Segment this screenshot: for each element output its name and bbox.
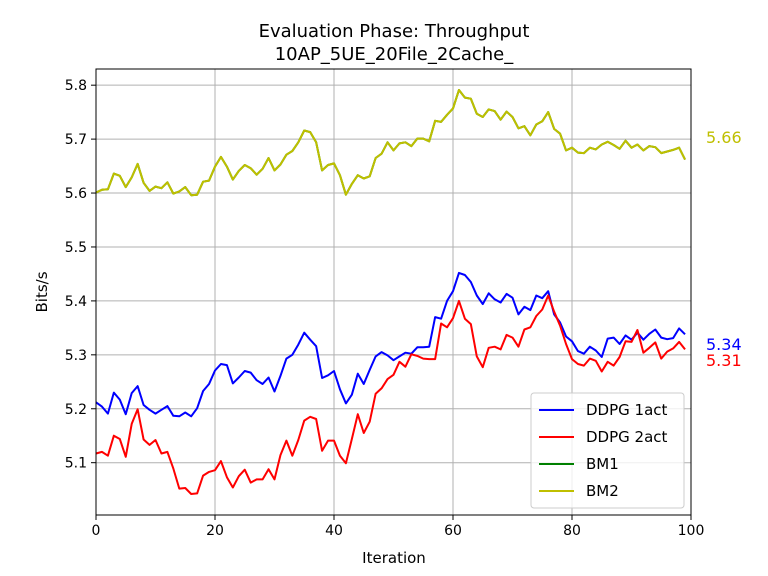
y-tick-label: 5.2 — [65, 402, 87, 418]
y-tick-label: 5.1 — [65, 456, 87, 472]
series-line-ddpg-1act — [95, 271, 686, 418]
y-tick-label: 5.4 — [65, 294, 87, 310]
axis-ticks: 0 20 40 60 80 100 5.1 5.2 5.3 5.4 5.5 5.6 5.7 5.8 — [65, 78, 705, 539]
series-line-bm2 — [95, 89, 686, 197]
series-line-bm1 — [95, 89, 686, 197]
y-tick-label: 5.6 — [65, 186, 87, 202]
legend-label: DDPG 2act — [586, 428, 668, 446]
chart-title-line-2: 10AP_5UE_20File_2Cache_ — [275, 44, 515, 65]
legend-label: BM1 — [586, 455, 619, 473]
end-label-bm2: 5.66 — [706, 128, 742, 147]
y-axis-label: Bits/s — [33, 271, 51, 312]
legend: DDPG 1act DDPG 2act BM1 BM2 — [530, 392, 685, 509]
y-tick-label: 5.8 — [65, 78, 87, 94]
chart-title-line-1: Evaluation Phase: Throughput — [259, 21, 530, 42]
x-tick-label: 60 — [444, 523, 462, 539]
y-tick-label: 5.7 — [65, 132, 87, 148]
end-value-labels: 5.345.31 5.66 — [706, 128, 742, 370]
x-tick-label: 0 — [92, 523, 101, 539]
legend-box — [530, 392, 685, 509]
plot-area-frame — [95, 68, 692, 516]
series-line-ddpg-2act — [95, 294, 686, 495]
y-tick-label: 5.5 — [65, 240, 87, 256]
end-label-ddpg-2act: 5.31 — [706, 351, 742, 370]
x-tick-label: 40 — [325, 523, 343, 539]
x-tick-label: 20 — [206, 523, 224, 539]
legend-label: BM2 — [586, 482, 619, 500]
end-label-ddpg-1act: 5.34 — [706, 335, 742, 354]
x-axis-label: Iteration — [362, 549, 426, 567]
series-lines — [95, 89, 686, 495]
y-tick-label: 5.3 — [65, 348, 87, 364]
x-tick-label: 80 — [563, 523, 581, 539]
legend-label: DDPG 1act — [586, 401, 668, 419]
x-tick-label: 100 — [678, 523, 705, 539]
